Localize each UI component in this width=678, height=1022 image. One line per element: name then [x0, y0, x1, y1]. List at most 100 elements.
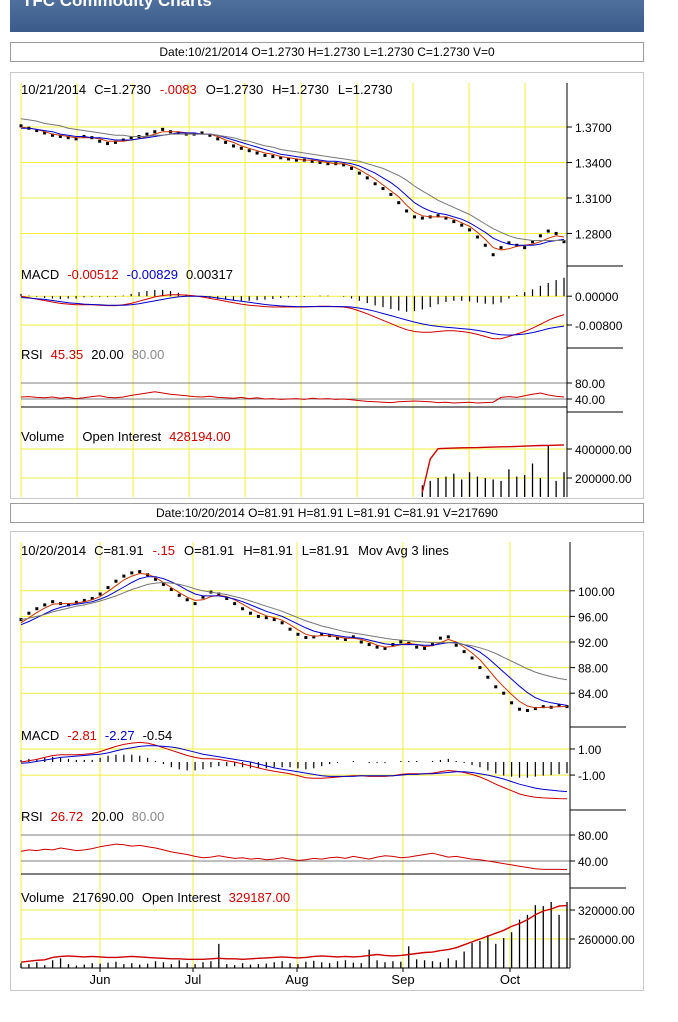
price-close-mark [541, 705, 545, 709]
price-close-mark [114, 579, 118, 583]
volume-header: Volume 217690.00 Open Interest 329187.00 [21, 890, 290, 905]
price-close-mark [200, 131, 204, 135]
macd-signal-line [20, 745, 568, 793]
price-close-mark [420, 216, 424, 220]
price-close-mark [138, 570, 142, 574]
price-close-mark [381, 187, 385, 191]
price-close-mark [82, 598, 86, 602]
price-tick-label-2: 92.00 [578, 636, 608, 650]
price-close-mark [468, 228, 472, 232]
price-close-mark [525, 708, 529, 712]
macd-macd-line [20, 294, 565, 340]
app-header: TFC Commodity Charts [10, 0, 644, 32]
price-header-part-0: 10/21/2014 [21, 82, 86, 97]
price-close-mark [507, 241, 511, 245]
price-close-mark [336, 636, 340, 640]
price-close-mark [231, 144, 235, 148]
price-close-mark [320, 632, 324, 636]
price-tick-label-0: 1.3700 [575, 121, 612, 135]
price-close-mark [351, 635, 355, 639]
price-close-mark [533, 707, 537, 711]
price-close-mark [169, 588, 173, 592]
price-close-mark [460, 223, 464, 227]
price-close-mark [217, 592, 221, 596]
price-header: 10/20/2014 C=81.91 -.15 O=81.91 H=81.91 L=81.… [21, 543, 449, 558]
price-close-mark [272, 618, 276, 622]
price-close-mark [383, 646, 387, 650]
price-close-mark [256, 614, 260, 618]
volume-tick-label-1: 200000.00 [575, 472, 632, 486]
price-close-mark [562, 240, 566, 244]
price-close-mark [343, 637, 347, 641]
price-header-part-6: Mov Avg 3 lines [358, 543, 449, 558]
price-close-mark [43, 603, 47, 607]
rsi-tick-label-1: 40.00 [578, 855, 608, 869]
price-close-mark [106, 586, 110, 590]
price-close-mark [318, 160, 322, 164]
rsi-header-part-0: RSI [21, 809, 43, 824]
price-tick-label-3: 88.00 [578, 662, 608, 676]
price-close-mark [153, 130, 157, 134]
x-tick-label-2: Aug [285, 972, 308, 987]
price-close-mark [350, 166, 354, 170]
volume-header-part-1: 217690.00 [72, 890, 133, 905]
price-close-mark [288, 627, 292, 631]
rsi-header-part-2: 20.00 [91, 809, 124, 824]
price-close-mark [405, 209, 409, 213]
price-ma_mid-line [21, 127, 565, 246]
price-close-mark [74, 600, 78, 604]
price-close-mark [129, 136, 133, 140]
rsi-header-part-3: 80.00 [132, 347, 165, 362]
price-ma_fast-line [20, 572, 567, 709]
price-close-mark [452, 220, 456, 224]
price-close-mark [454, 643, 458, 647]
price-close-mark [502, 691, 506, 695]
price-header: 10/21/2014 C=1.2730 -.0083 O=1.2730 H=1.2730… [21, 82, 393, 97]
price-close-mark [224, 140, 228, 144]
price-close-mark [43, 131, 47, 135]
price-close-mark [90, 596, 94, 600]
volume-header-part-1: Open Interest [82, 429, 161, 444]
price-close-mark [113, 140, 117, 144]
macd-header-part-0: MACD [21, 267, 59, 282]
price-close-mark [486, 675, 490, 679]
price-close-mark [74, 137, 78, 141]
price-close-mark [357, 171, 361, 175]
price-close-mark [373, 182, 377, 186]
price-close-mark [130, 571, 134, 575]
price-close-mark [279, 156, 283, 160]
x-tick-label-4: Oct [500, 972, 521, 987]
chart-frame-2: 100.00 96.00 92.00 88.00 84.00 1.00 -1.00 80.00… [10, 531, 644, 991]
price-close-mark [185, 598, 189, 602]
price-close-mark [146, 573, 150, 577]
rsi-tick-label-0: 80.00 [575, 377, 605, 391]
price-close-mark [287, 157, 291, 161]
price-close-mark [499, 246, 503, 250]
price-close-mark [98, 592, 102, 596]
macd-tick-label-1: -0.00800 [575, 319, 623, 333]
price-close-mark [98, 139, 102, 143]
price-close-mark [248, 611, 252, 615]
price-header-part-4: H=1.2730 [272, 82, 329, 97]
price-close-mark [177, 593, 181, 597]
price-ma_slow-line [20, 581, 568, 681]
volume-header-part-0: Volume [21, 890, 64, 905]
rsi-header-part-2: 20.00 [91, 347, 124, 362]
price-close-mark [312, 635, 316, 639]
price-close-mark [106, 142, 110, 146]
price-close-mark [263, 153, 267, 157]
x-tick-label-1: Jul [185, 972, 202, 987]
price-tick-label-3: 1.2800 [575, 227, 612, 241]
date-info-bar-2: Date:10/20/2014 O=81.91 H=81.91 L=81.91 … [10, 503, 644, 523]
volume-header-part-0: Volume [21, 429, 64, 444]
price-header-part-0: 10/20/2014 [21, 543, 86, 558]
price-close-mark [51, 600, 55, 604]
volume-tick-label-1: 260000.00 [578, 933, 635, 947]
macd-header-part-1: -2.81 [67, 728, 97, 743]
macd-tick-label-1: -1.00 [578, 769, 606, 783]
date-info-bar-1: Date:10/21/2014 O=1.2730 H=1.2730 L=1.27… [10, 42, 644, 62]
price-close-mark [310, 159, 314, 163]
price-header-part-3: O=81.91 [184, 543, 234, 558]
price-close-mark [193, 602, 197, 606]
rsi-header: RSI 45.35 20.00 80.00 [21, 347, 164, 362]
